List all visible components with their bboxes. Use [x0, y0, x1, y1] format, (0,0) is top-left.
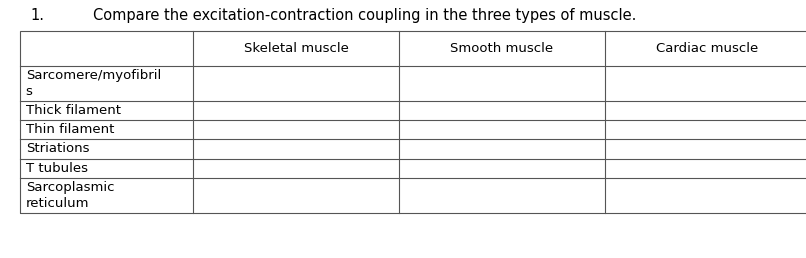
- Text: Skeletal muscle: Skeletal muscle: [243, 42, 349, 55]
- Text: 1.: 1.: [31, 8, 44, 23]
- Text: Sarcomere/myofibril
s: Sarcomere/myofibril s: [26, 69, 161, 98]
- Text: Thick filament: Thick filament: [26, 104, 121, 117]
- Text: Thin filament: Thin filament: [26, 123, 114, 136]
- Text: Smooth muscle: Smooth muscle: [451, 42, 553, 55]
- Text: Sarcoplasmic
reticulum: Sarcoplasmic reticulum: [26, 181, 114, 210]
- Bar: [20, 31, 806, 213]
- Text: Compare the excitation-contraction coupling in the three types of muscle.: Compare the excitation-contraction coupl…: [93, 8, 636, 23]
- Text: T tubules: T tubules: [26, 162, 88, 175]
- Text: Cardiac muscle: Cardiac muscle: [656, 42, 758, 55]
- Text: Striations: Striations: [26, 142, 89, 156]
